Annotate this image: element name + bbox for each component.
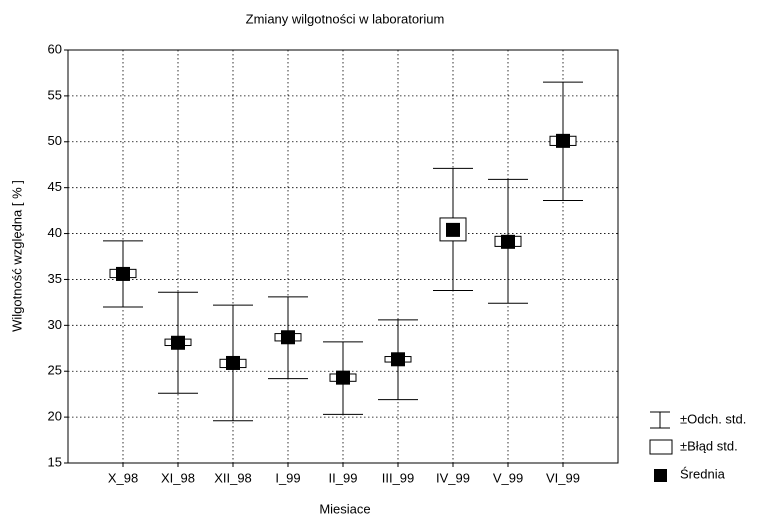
y-tick-label: 15	[48, 454, 62, 469]
x-tick-label: II_99	[329, 470, 358, 485]
mean-marker	[116, 266, 130, 281]
mean-marker	[171, 335, 185, 350]
legend-label: ±Błąd std.	[680, 438, 738, 453]
mean-marker	[501, 234, 515, 249]
x-tick-label: III_99	[382, 470, 415, 485]
x-tick-label: XI_98	[161, 470, 195, 485]
y-tick-label: 30	[48, 317, 62, 332]
mean-marker	[391, 352, 405, 367]
chart-title: Zmiany wilgotności w laboratorium	[246, 11, 445, 26]
y-tick-label: 20	[48, 409, 62, 424]
mean-marker	[226, 355, 240, 370]
y-tick-label: 55	[48, 87, 62, 102]
y-axis-label: Wilgotność względna [ % ]	[9, 180, 24, 332]
y-tick-label: 40	[48, 225, 62, 240]
x-tick-label: IV_99	[436, 470, 470, 485]
mean-marker	[281, 330, 295, 345]
legend-label: ±Odch. std.	[680, 411, 746, 426]
legend-square	[654, 469, 667, 482]
y-tick-label: 35	[48, 271, 62, 286]
legend-box	[649, 439, 673, 455]
mean-marker	[446, 222, 460, 237]
x-tick-label: V_99	[493, 470, 523, 485]
x-tick-label: X_98	[108, 470, 138, 485]
x-axis-label: Miesiace	[319, 501, 370, 516]
mean-marker	[556, 133, 570, 148]
legend-label: Średnia	[680, 466, 726, 481]
y-tick-label: 25	[48, 363, 62, 378]
x-tick-label: VI_99	[546, 470, 580, 485]
y-tick-label: 50	[48, 133, 62, 148]
plot-frame	[67, 49, 619, 464]
x-tick-label: I_99	[275, 470, 300, 485]
x-tick-label: XII_98	[214, 470, 252, 485]
y-tick-label: 45	[48, 179, 62, 194]
mean-marker	[336, 370, 350, 385]
y-tick-label: 60	[48, 41, 62, 56]
